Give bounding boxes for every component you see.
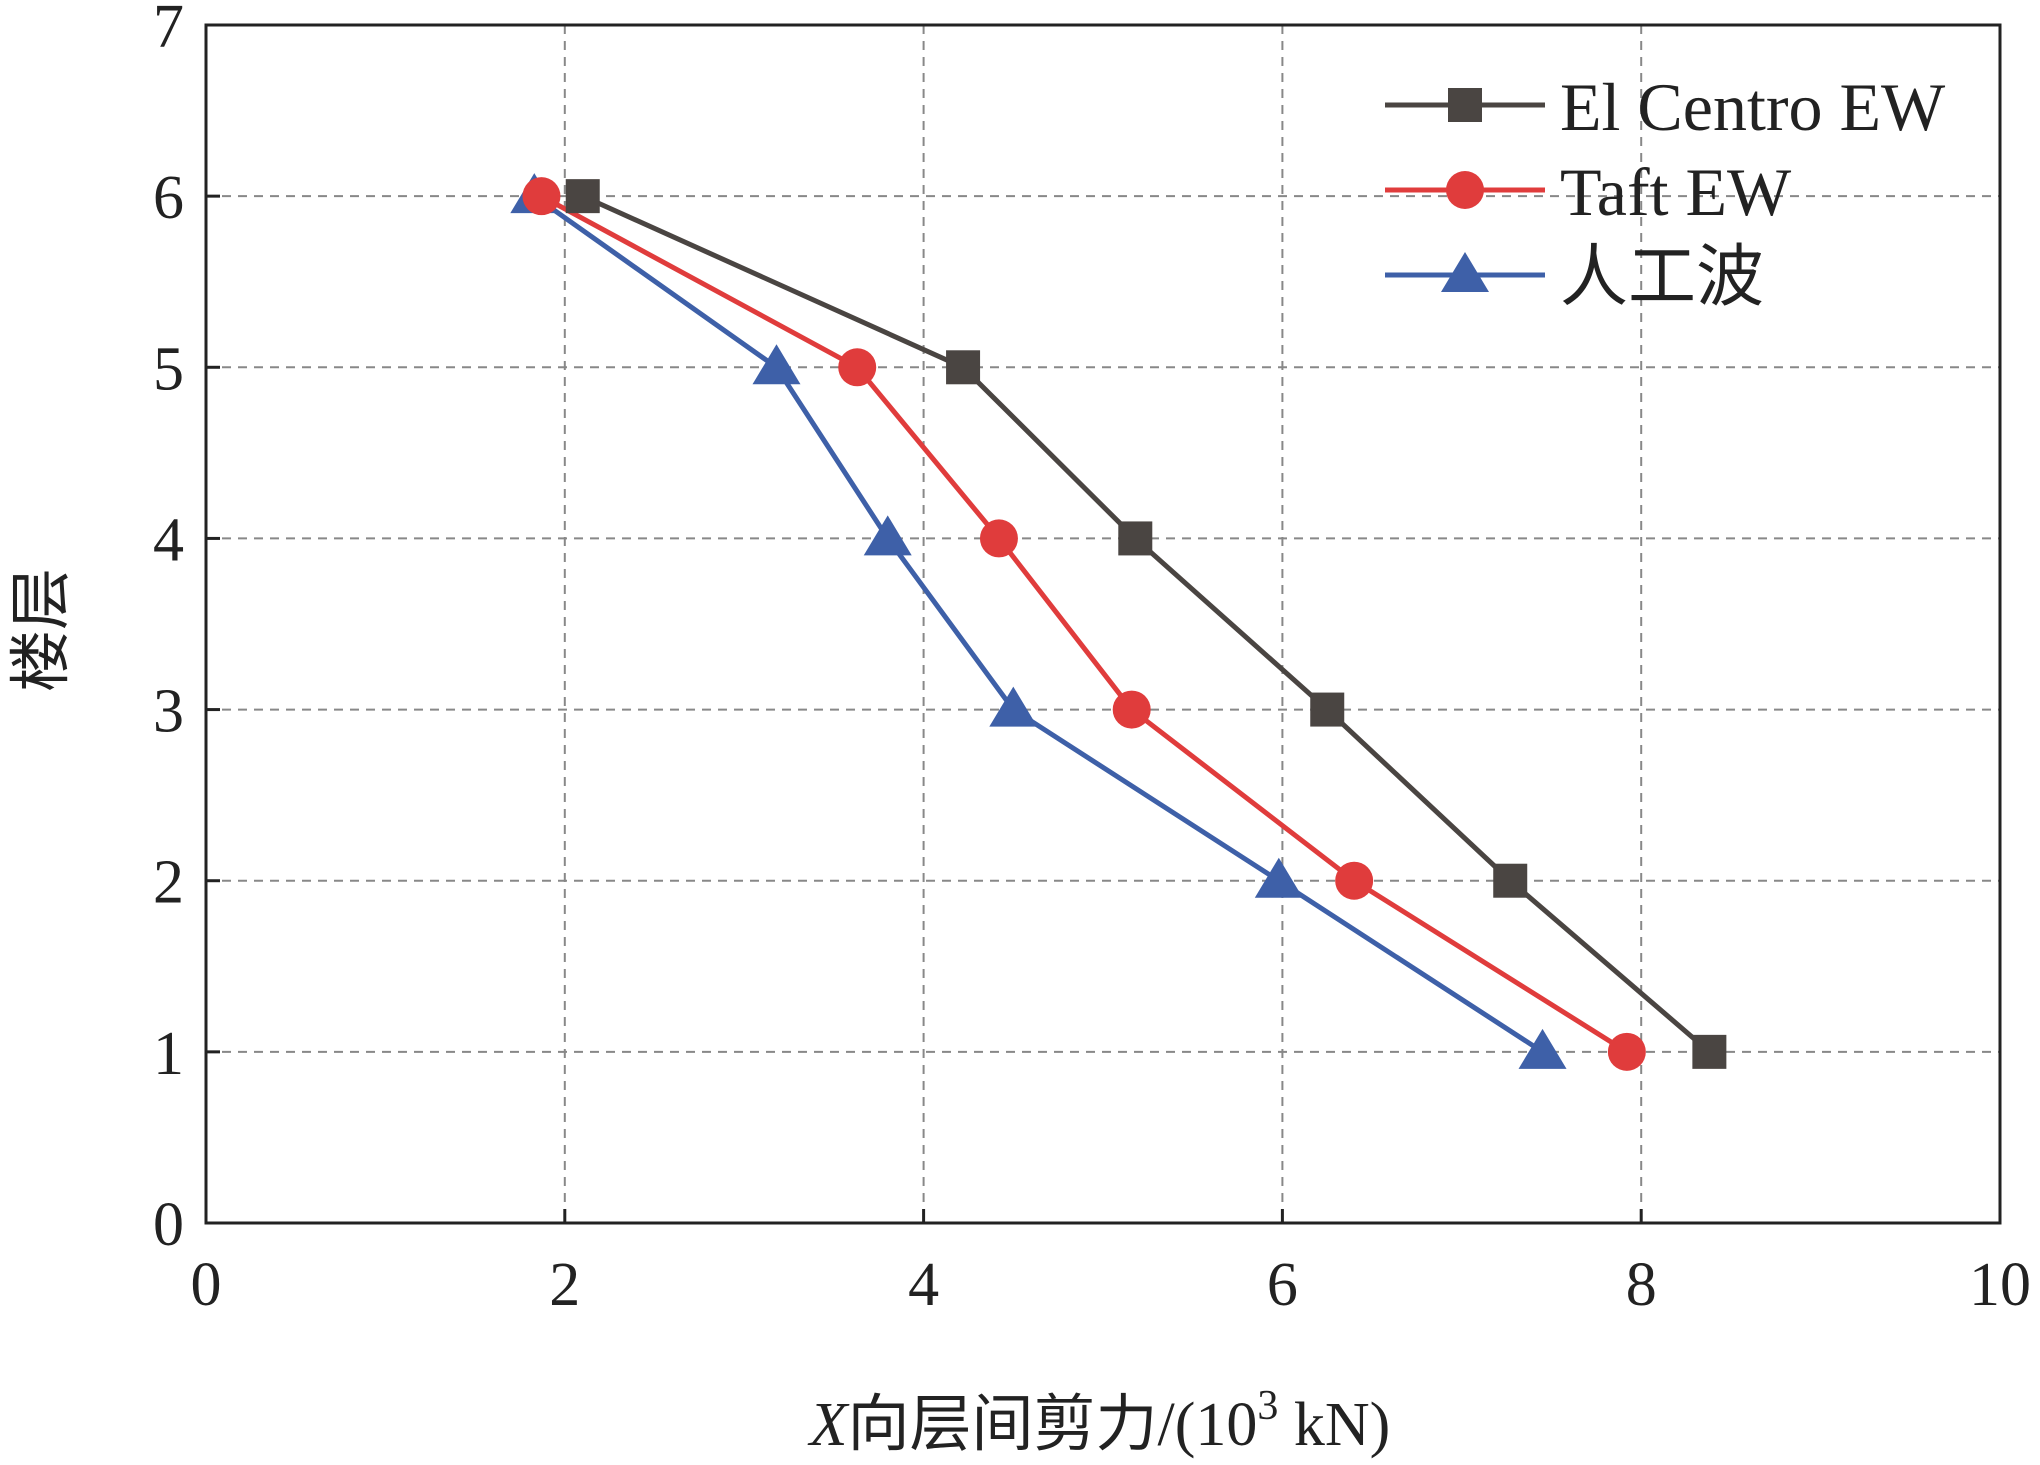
data-point xyxy=(1118,521,1153,556)
y-tick-label: 5 xyxy=(153,335,184,403)
plot-frame xyxy=(204,23,2002,1225)
data-point xyxy=(1607,1032,1646,1071)
series-line xyxy=(581,193,1712,1054)
y-tick-label: 1 xyxy=(153,1020,184,1088)
y-tick-label: 0 xyxy=(153,1191,184,1259)
series-line xyxy=(540,193,1629,1054)
x-axis-label-prefix: X xyxy=(807,1391,850,1459)
series-line xyxy=(532,194,1544,1054)
data-point xyxy=(1112,690,1151,729)
legend: El Centro EW Taft EW 人工波 xyxy=(1385,69,1946,315)
y-tick-label: 3 xyxy=(153,678,184,746)
legend-marker xyxy=(1448,88,1482,122)
data-point xyxy=(1310,692,1345,727)
legend-marker xyxy=(1446,171,1484,209)
data-point xyxy=(979,519,1018,558)
y-tick-label: 6 xyxy=(153,164,184,232)
x-axis-label-main: 向层间剪力/(10 xyxy=(848,1391,1258,1459)
x-tick-label: 4 xyxy=(908,1251,939,1319)
tick-labels: 0 2 4 6 8 10 0 1 2 3 4 5 6 7 xyxy=(153,0,2031,1319)
legend-label: El Centro EW xyxy=(1560,69,1946,145)
y-tick-label: 7 xyxy=(153,0,184,61)
legend-label: Taft EW xyxy=(1560,154,1792,230)
data-point xyxy=(1493,863,1528,898)
x-tick-label: 2 xyxy=(549,1251,580,1319)
x-tick-label: 6 xyxy=(1267,1251,1298,1319)
y-axis-label: 楼层 xyxy=(8,568,76,692)
data-point xyxy=(565,179,600,214)
data-point xyxy=(1254,857,1303,898)
series-triangle xyxy=(510,173,1567,1069)
data-point xyxy=(946,350,981,385)
legend-label: 人工波 xyxy=(1560,239,1764,315)
series-square xyxy=(565,179,1727,1069)
x-tick-label: 8 xyxy=(1626,1251,1657,1319)
data-point xyxy=(863,515,912,556)
data-point xyxy=(989,686,1038,727)
legend-marker xyxy=(1441,252,1489,292)
data-point xyxy=(1692,1034,1727,1069)
y-tick-label: 2 xyxy=(153,849,184,917)
x-axis-label-suffix: kN) xyxy=(1278,1391,1390,1459)
data-point xyxy=(752,344,801,385)
x-axis-label-sup: 3 xyxy=(1257,1383,1278,1429)
x-tick-label: 10 xyxy=(1969,1251,2031,1319)
data-point xyxy=(838,348,877,387)
series-layer xyxy=(510,173,1727,1071)
data-point xyxy=(1335,861,1374,900)
data-point xyxy=(522,177,561,216)
series-circle xyxy=(522,177,1646,1071)
x-axis-label: X向层间剪力/(103 kN) xyxy=(807,1383,1391,1459)
x-tick-label: 0 xyxy=(191,1251,222,1319)
y-tick-label: 4 xyxy=(153,506,184,574)
data-point xyxy=(1518,1028,1567,1069)
